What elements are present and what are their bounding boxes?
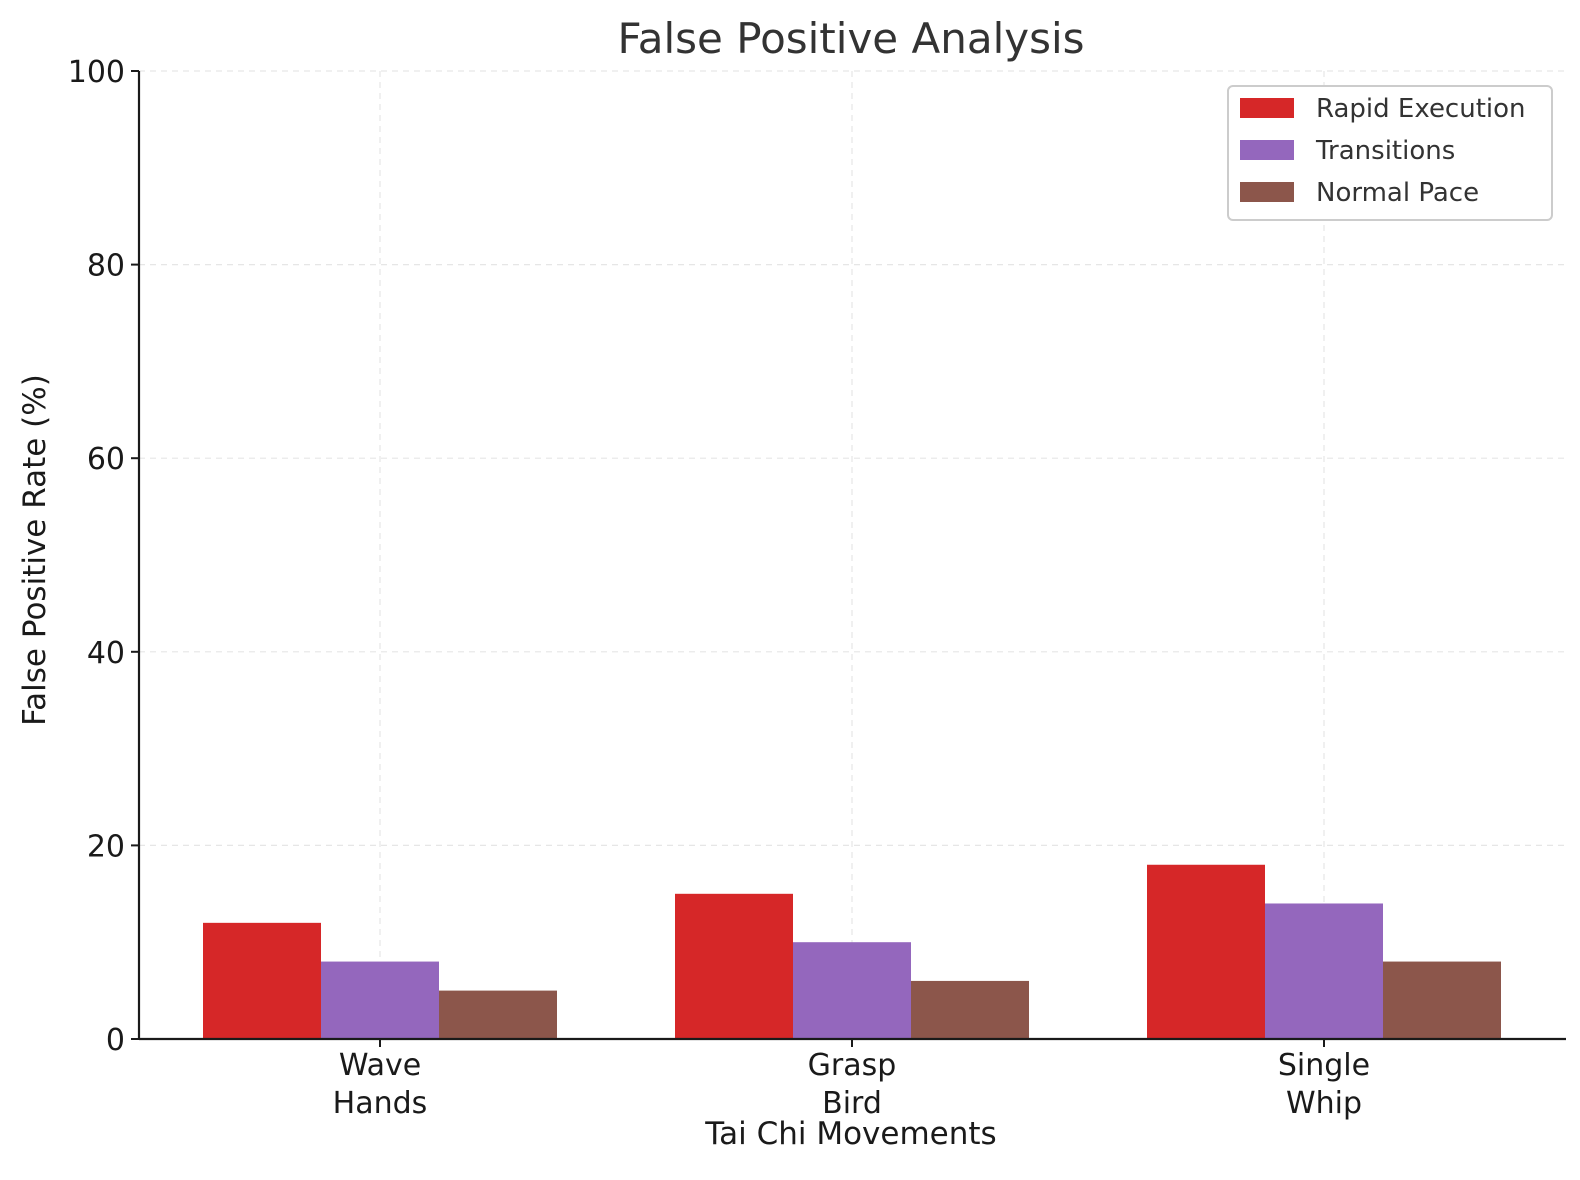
bar-rapid-execution bbox=[1147, 864, 1265, 1039]
bar-transitions bbox=[793, 942, 911, 1039]
legend-items: Rapid Execution Transitions Normal Pace bbox=[1240, 94, 1526, 208]
bar-rapid-execution bbox=[675, 893, 793, 1039]
y-tick-label: 40 bbox=[87, 636, 125, 671]
bar-transitions bbox=[321, 961, 439, 1039]
legend-label: Normal Pace bbox=[1316, 178, 1479, 208]
legend-label: Transitions bbox=[1315, 136, 1455, 166]
legend: Rapid Execution Transitions Normal Pace bbox=[1227, 85, 1553, 221]
x-tick-label: Grasp bbox=[808, 1048, 897, 1083]
legend-swatch bbox=[1240, 182, 1294, 202]
legend-label: Rapid Execution bbox=[1316, 94, 1526, 124]
x-axis-title: Tai Chi Movements bbox=[704, 1116, 996, 1152]
x-tick-label: Bird bbox=[822, 1086, 882, 1121]
x-tick-label: Single bbox=[1278, 1048, 1370, 1083]
bar-normal-pace bbox=[439, 990, 557, 1039]
legend-frame bbox=[1227, 85, 1553, 221]
x-tick-label: Whip bbox=[1286, 1086, 1362, 1121]
y-tick-label: 80 bbox=[87, 249, 125, 284]
x-tick-label: Hands bbox=[333, 1086, 428, 1121]
legend-swatch bbox=[1240, 140, 1294, 160]
y-tick-label: 100 bbox=[68, 55, 125, 90]
y-tick-label: 60 bbox=[87, 442, 125, 477]
bar-transitions bbox=[1265, 903, 1383, 1039]
bars-layer bbox=[203, 864, 1501, 1039]
chart-title: False Positive Analysis bbox=[617, 14, 1084, 63]
legend-swatch bbox=[1240, 98, 1294, 118]
x-tick-label: Wave bbox=[339, 1048, 421, 1083]
y-axis-title: False Positive Rate (%) bbox=[17, 374, 53, 726]
y-tick-label: 0 bbox=[106, 1023, 125, 1058]
bar-normal-pace bbox=[1383, 961, 1501, 1039]
bar-normal-pace bbox=[911, 980, 1029, 1039]
bar-rapid-execution bbox=[203, 922, 321, 1039]
y-tick-label: 20 bbox=[87, 829, 125, 864]
